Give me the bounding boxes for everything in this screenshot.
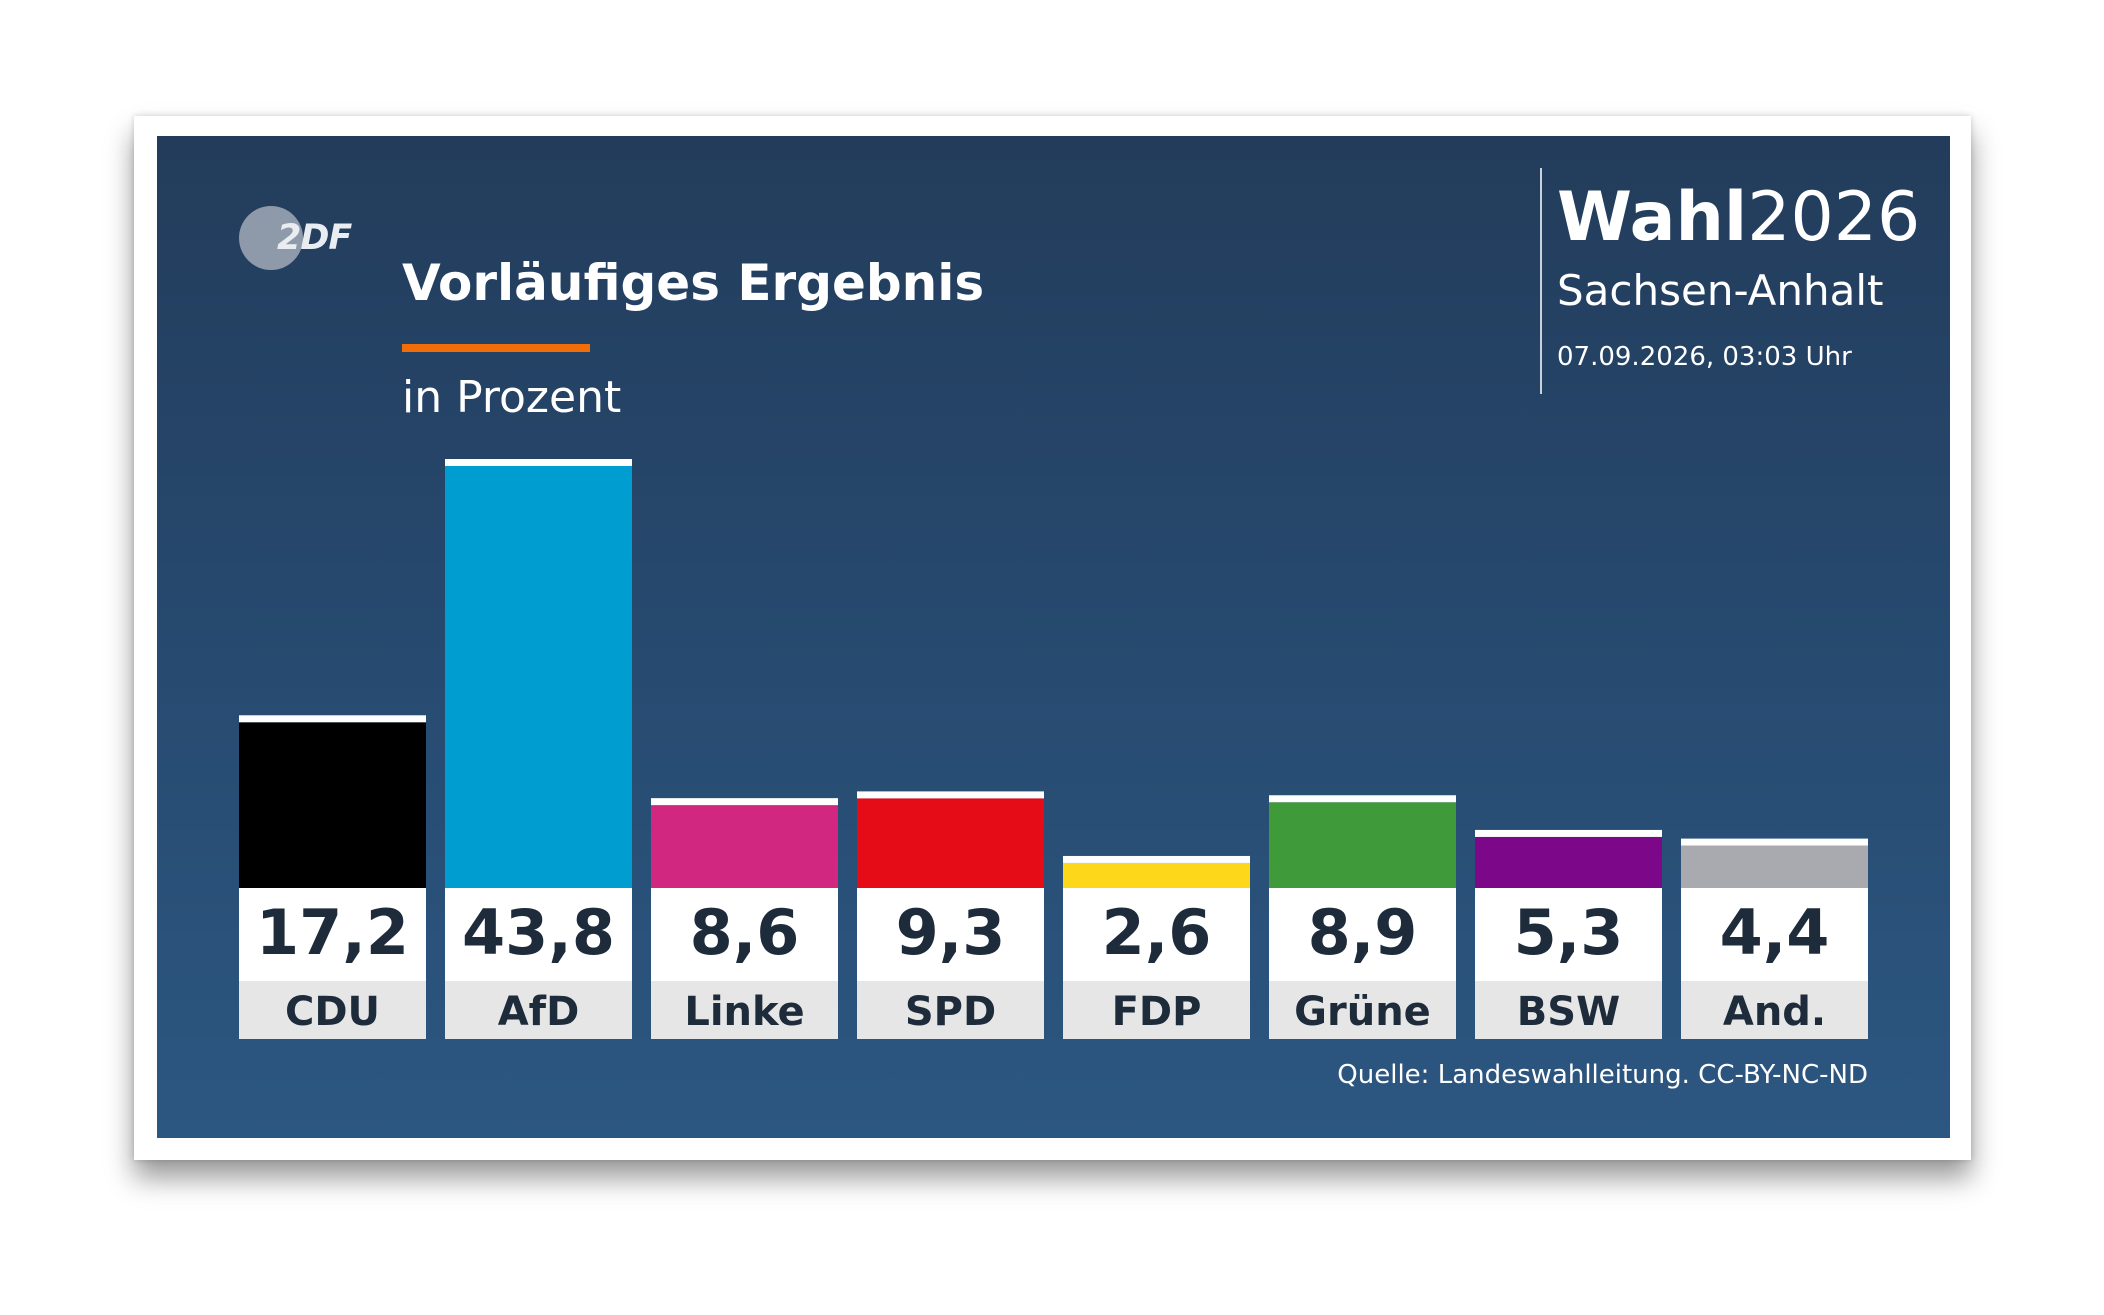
bar-cap-linke xyxy=(651,798,838,806)
party-label-linke: Linke xyxy=(684,989,804,1035)
result-datetime: 07.09.2026, 03:03 Uhr xyxy=(1557,342,1852,372)
bar-cap-bsw xyxy=(1475,829,1662,837)
election-brand: Wahl2026 xyxy=(1557,184,1920,252)
label-box-spd xyxy=(857,981,1044,1039)
bar-cap-and xyxy=(1681,838,1868,846)
bar-cdu xyxy=(239,722,426,888)
label-box-grüne xyxy=(1269,981,1456,1039)
value-box-fdp xyxy=(1063,888,1250,981)
party-label-afd: AfD xyxy=(498,989,580,1035)
label-box-linke xyxy=(651,981,838,1039)
bar-cap-fdp xyxy=(1063,855,1250,863)
brand-year: 2026 xyxy=(1747,178,1921,257)
bar-cap-grüne xyxy=(1269,795,1456,803)
party-label-fdp: FDP xyxy=(1112,989,1202,1035)
bar-fdp xyxy=(1063,862,1250,888)
value-label-spd: 9,3 xyxy=(896,896,1006,969)
value-box-and xyxy=(1681,888,1868,981)
value-label-afd: 43,8 xyxy=(462,896,615,969)
bar-linke xyxy=(651,805,838,888)
value-box-linke xyxy=(651,888,838,981)
value-box-cdu xyxy=(239,888,426,981)
chart-panel: 2DF Vorläufiges Ergebnis in Prozent Wahl… xyxy=(157,136,1950,1138)
bar-afd xyxy=(445,466,632,888)
bar-bsw xyxy=(1475,836,1662,888)
party-label-bsw: BSW xyxy=(1517,989,1620,1035)
bar-and xyxy=(1681,845,1868,888)
zdf-logo-disc xyxy=(239,206,303,270)
value-label-grüne: 8,9 xyxy=(1308,896,1418,969)
value-box-bsw xyxy=(1475,888,1662,981)
party-label-grüne: Grüne xyxy=(1294,989,1431,1035)
party-label-spd: SPD xyxy=(905,989,996,1035)
chart-unit: in Prozent xyxy=(402,372,622,423)
zdf-logo: 2DF xyxy=(239,206,359,270)
label-box-afd xyxy=(445,981,632,1039)
value-label-linke: 8,6 xyxy=(690,896,800,969)
brand-word: Wahl xyxy=(1557,178,1748,257)
chart-title: Vorläufiges Ergebnis xyxy=(402,254,985,312)
title-accent-line xyxy=(402,344,590,352)
label-box-and xyxy=(1681,981,1868,1039)
value-label-and: 4,4 xyxy=(1720,896,1830,969)
value-label-bsw: 5,3 xyxy=(1514,896,1624,969)
label-box-bsw xyxy=(1475,981,1662,1039)
zdf-logo-text: 2DF xyxy=(277,218,352,258)
label-box-cdu xyxy=(239,981,426,1039)
party-label-and: And. xyxy=(1723,989,1826,1035)
value-label-cdu: 17,2 xyxy=(256,896,409,969)
value-label-fdp: 2,6 xyxy=(1102,896,1212,969)
label-box-fdp xyxy=(1063,981,1250,1039)
bar-grüne xyxy=(1269,802,1456,888)
bar-cap-spd xyxy=(857,791,1044,799)
header-divider xyxy=(1540,168,1542,394)
bar-cap-afd xyxy=(445,459,632,466)
bar-chart: 17,2 CDU 43,8 AfD 8,6 Linke 9,3 SPD 2,6 FDP 8,9 Grü… xyxy=(239,459,1868,1039)
value-box-afd xyxy=(445,888,632,981)
source-note: Quelle: Landeswahlleitung. CC-BY-NC-ND xyxy=(1337,1060,1868,1090)
bar-cap-cdu xyxy=(239,715,426,723)
bar-spd xyxy=(857,798,1044,888)
value-box-grüne xyxy=(1269,888,1456,981)
value-box-spd xyxy=(857,888,1044,981)
party-label-cdu: CDU xyxy=(285,989,380,1035)
election-region: Sachsen-Anhalt xyxy=(1557,266,1884,315)
